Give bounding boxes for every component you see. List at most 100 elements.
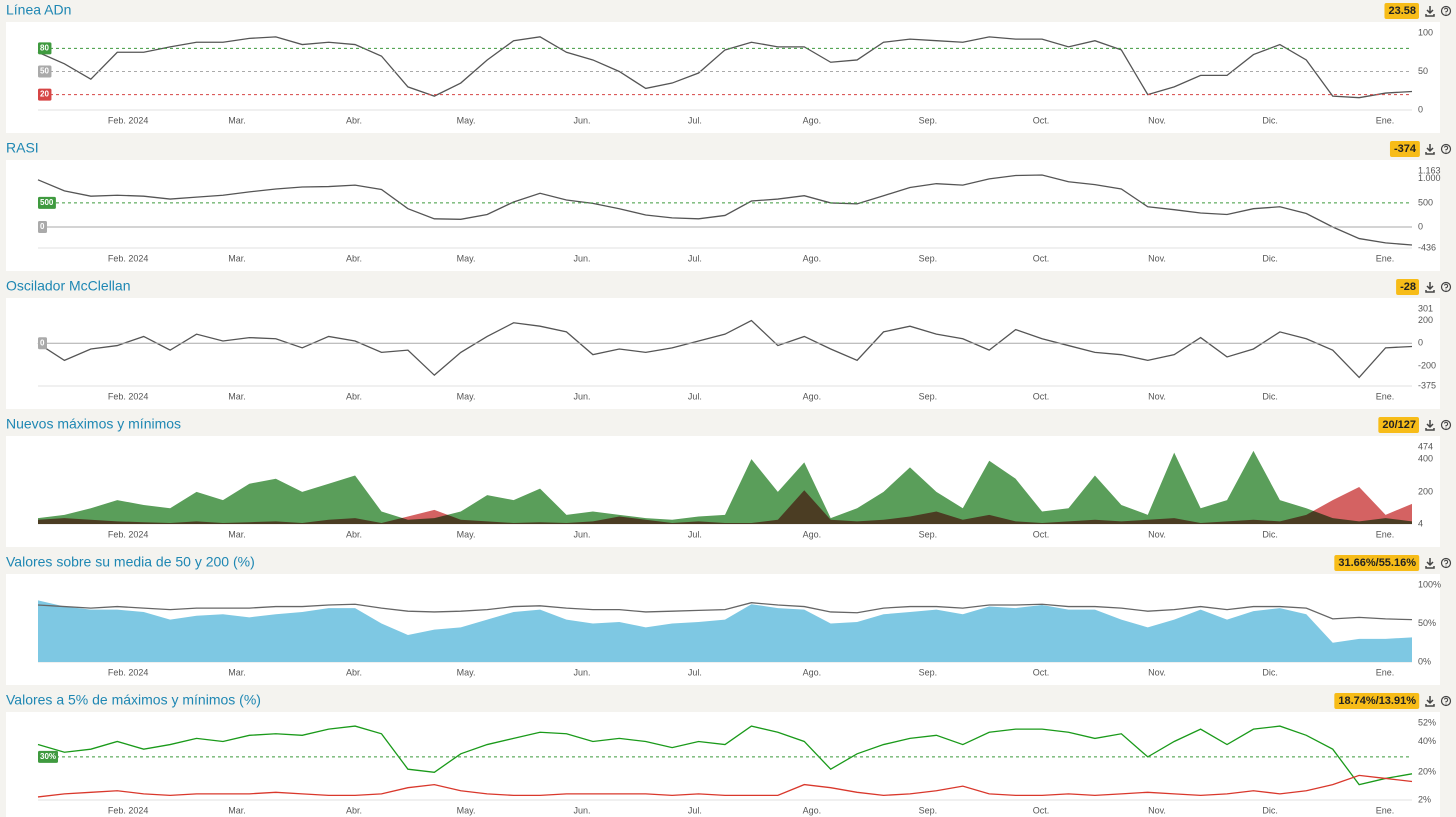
y-tick-label: 100 bbox=[1418, 27, 1433, 37]
x-tick-label: Oct. bbox=[1033, 253, 1050, 263]
x-tick-label: Abr. bbox=[346, 529, 362, 539]
value-badge bbox=[1396, 279, 1419, 295]
x-tick-label: Jun. bbox=[574, 529, 591, 539]
y-tick-label: 0 bbox=[1418, 104, 1423, 114]
download-icon[interactable] bbox=[1425, 6, 1435, 17]
download-icon[interactable] bbox=[1425, 420, 1435, 431]
help-glyph bbox=[1444, 7, 1449, 15]
help-glyph bbox=[1444, 283, 1449, 291]
download-icon[interactable] bbox=[1425, 144, 1435, 155]
x-tick-label: Oct. bbox=[1033, 529, 1050, 539]
x-tick-label: Ago. bbox=[803, 391, 822, 401]
help-icon[interactable] bbox=[1440, 695, 1452, 707]
x-tick-label: Feb. 2024 bbox=[108, 115, 149, 125]
x-tick-label: Ago. bbox=[803, 529, 822, 539]
x-tick-label: Mar. bbox=[228, 805, 246, 815]
y-tick-label: 0 bbox=[1418, 221, 1423, 231]
value-badge bbox=[1334, 693, 1420, 709]
help-icon[interactable] bbox=[1440, 281, 1452, 293]
x-tick-label: Sep. bbox=[919, 115, 938, 125]
x-tick-label: Ago. bbox=[803, 805, 822, 815]
x-tick-label: Jul. bbox=[688, 805, 702, 815]
x-tick-label: Nov. bbox=[1148, 115, 1166, 125]
y-tick-label: -375 bbox=[1418, 380, 1436, 390]
x-tick-label: May. bbox=[457, 667, 476, 677]
panel bbox=[6, 712, 1440, 817]
panel bbox=[6, 22, 1440, 133]
series-line bbox=[37, 602, 1413, 621]
series-area bbox=[38, 450, 1412, 524]
x-tick-label: Jul. bbox=[688, 253, 702, 263]
value-badge bbox=[1389, 141, 1420, 157]
y-tick-label: 40% bbox=[1418, 736, 1436, 746]
y-tick-label: 0 bbox=[1418, 338, 1423, 348]
x-tick-label: Feb. 2024 bbox=[108, 805, 149, 815]
panel bbox=[6, 436, 1440, 547]
reference-badge bbox=[38, 337, 47, 350]
x-tick-label: May. bbox=[457, 529, 476, 539]
y-tick-label: 200 bbox=[1418, 315, 1433, 325]
help-icon[interactable] bbox=[1440, 143, 1452, 155]
reference-badge bbox=[38, 88, 52, 101]
x-tick-label: May. bbox=[457, 253, 476, 263]
badge-text: 23.58 bbox=[1388, 5, 1416, 17]
x-tick-label: May. bbox=[457, 115, 476, 125]
value-badge bbox=[1334, 555, 1420, 571]
x-tick-label: Jun. bbox=[574, 805, 591, 815]
y-tick-label: -436 bbox=[1418, 242, 1436, 252]
series-line bbox=[37, 774, 1413, 798]
x-tick-label: Dic. bbox=[1262, 529, 1278, 539]
y-tick-label: 50 bbox=[1418, 66, 1428, 76]
y-tick-label: -200 bbox=[1418, 360, 1436, 370]
help-icon[interactable] bbox=[1440, 557, 1452, 569]
reference-badge bbox=[38, 196, 56, 209]
help-icon[interactable] bbox=[1440, 5, 1452, 17]
x-tick-label: Ago. bbox=[803, 667, 822, 677]
x-tick-label: Feb. 2024 bbox=[108, 667, 149, 677]
x-tick-label: Nov. bbox=[1148, 253, 1166, 263]
reference-badge bbox=[38, 42, 52, 55]
x-tick-label: Feb. 2024 bbox=[108, 253, 149, 263]
x-tick-label: Feb. 2024 bbox=[108, 391, 149, 401]
help-glyph bbox=[1444, 145, 1449, 153]
reference-label: 0 bbox=[40, 338, 45, 347]
value-badge bbox=[1378, 417, 1419, 433]
x-tick-label: Jul. bbox=[688, 667, 702, 677]
x-tick-label: May. bbox=[457, 805, 476, 815]
help-icon[interactable] bbox=[1440, 419, 1452, 431]
y-tick-label: 52% bbox=[1418, 717, 1436, 727]
x-tick-label: Oct. bbox=[1033, 115, 1050, 125]
x-tick-label: Sep. bbox=[919, 253, 938, 263]
y-tick-label: 400 bbox=[1418, 453, 1433, 463]
x-tick-label: Abr. bbox=[346, 253, 362, 263]
y-tick-label: 4 bbox=[1418, 518, 1423, 528]
x-tick-label: Dic. bbox=[1262, 253, 1278, 263]
x-tick-label: Ago. bbox=[803, 115, 822, 125]
y-tick-label: 1.000 bbox=[1418, 173, 1441, 183]
reference-badge bbox=[38, 65, 52, 78]
badge-text: -374 bbox=[1394, 143, 1417, 155]
x-tick-label: Dic. bbox=[1262, 667, 1278, 677]
reference-badge bbox=[38, 750, 59, 763]
help-glyph bbox=[1444, 559, 1449, 567]
x-tick-label: Sep. bbox=[919, 391, 938, 401]
x-tick-label: Mar. bbox=[228, 391, 246, 401]
x-tick-label: Sep. bbox=[919, 529, 938, 539]
x-tick-label: Abr. bbox=[346, 115, 362, 125]
download-icon[interactable] bbox=[1425, 282, 1435, 293]
x-tick-label: Ene. bbox=[1376, 115, 1395, 125]
badge-text: 31.66%/55.16% bbox=[1338, 557, 1416, 569]
y-tick-label: 0% bbox=[1418, 656, 1431, 666]
download-icon[interactable] bbox=[1425, 696, 1435, 707]
x-tick-label: Abr. bbox=[346, 391, 362, 401]
reference-label: 500 bbox=[40, 198, 54, 207]
x-tick-label: Nov. bbox=[1148, 529, 1166, 539]
x-tick-label: Jun. bbox=[574, 667, 591, 677]
x-tick-label: Ago. bbox=[803, 253, 822, 263]
chart-title: Valores a 5% de máximos y mínimos (%) bbox=[6, 692, 261, 708]
x-tick-label: Sep. bbox=[919, 667, 938, 677]
x-tick-label: Ene. bbox=[1376, 667, 1395, 677]
badge-text: -28 bbox=[1400, 281, 1416, 293]
reference-label: 80 bbox=[40, 44, 49, 53]
download-icon[interactable] bbox=[1425, 558, 1435, 569]
